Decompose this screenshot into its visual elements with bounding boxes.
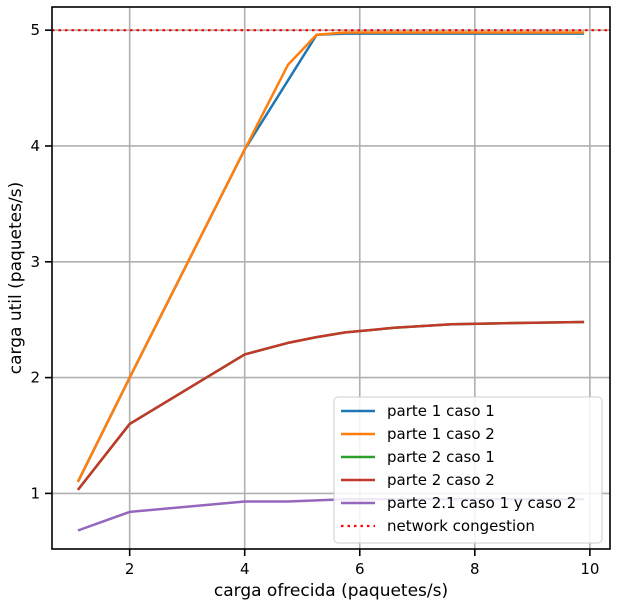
x-tick-label: 10	[580, 560, 599, 578]
series-line-2	[76, 31, 585, 483]
x-axis-label: carga ofrecida (paquetes/s)	[214, 581, 448, 601]
x-tick-label: 4	[240, 560, 250, 578]
y-tick-label: 3	[30, 253, 40, 271]
legend: parte 1 caso 1 parte 1 caso 2 parte 2 caso…	[333, 396, 603, 544]
legend-label: parte 2.1 caso 1 y caso 2	[387, 494, 576, 512]
x-tick-label: 6	[355, 560, 365, 578]
x-tick-label: 2	[125, 560, 135, 578]
y-tick-label: 4	[30, 137, 40, 155]
legend-label: network congestion	[387, 517, 535, 535]
y-axis-label: carga util (paquetes/s)	[6, 182, 26, 374]
legend-label: parte 2 caso 1	[387, 448, 495, 466]
grid	[52, 7, 610, 549]
y-tick-label: 2	[30, 369, 40, 387]
y-tick-label: 5	[30, 21, 40, 39]
plot-frame	[51, 6, 611, 550]
legend-label: parte 1 caso 1	[387, 402, 495, 420]
series-line-4	[76, 320, 585, 491]
legend-box	[333, 396, 603, 544]
x-tick-label: 8	[470, 560, 480, 578]
legend-label: parte 1 caso 2	[387, 425, 495, 443]
y-tick-label: 1	[30, 484, 40, 502]
legend-label: parte 2 caso 2	[387, 471, 495, 489]
